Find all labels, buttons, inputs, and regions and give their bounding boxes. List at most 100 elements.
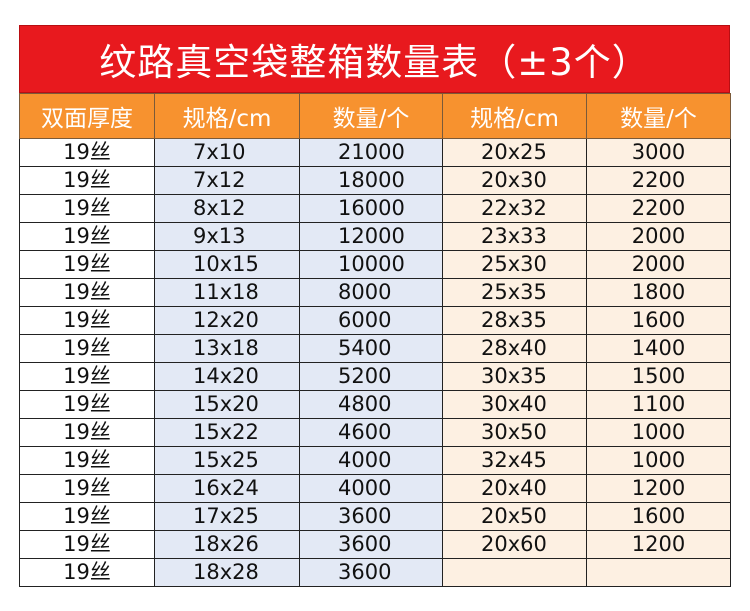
cell-thickness: 19丝 [19,306,155,335]
cell-spec1: 18x26 [154,530,300,559]
cell-spec2: 20x50 [442,502,587,531]
cell-qty2: 1800 [586,278,731,307]
cell-qty1: 3600 [299,530,443,559]
cell-thickness: 19丝 [19,334,155,363]
cell-spec1: 17x25 [154,502,300,531]
cell-spec1: 12x20 [154,306,300,335]
cell-qty2: 1500 [586,362,731,391]
cell-spec2: 20x40 [442,474,587,503]
table-row: 19丝 7x10 21000 20x25 3000 [19,138,731,167]
cell-thickness: 19丝 [19,474,155,503]
cell-thickness: 19丝 [19,390,155,419]
table-row: 19丝 14x20 5200 30x35 1500 [19,362,731,391]
quantity-table: 双面厚度 规格/cm 数量/个 规格/cm 数量/个 19丝 7x10 21000 2… [19,93,731,587]
cell-spec2: 28x35 [442,306,587,335]
cell-qty1: 4800 [299,390,443,419]
cell-qty1: 5400 [299,334,443,363]
cell-qty2: 1200 [586,530,731,559]
header-thickness: 双面厚度 [19,93,155,139]
cell-spec2: 30x40 [442,390,587,419]
cell-spec1: 14x20 [154,362,300,391]
cell-qty1: 21000 [299,138,443,167]
cell-qty1: 12000 [299,222,443,251]
cell-thickness: 19丝 [19,418,155,447]
cell-qty2: 1000 [586,418,731,447]
cell-spec1: 8x12 [154,194,300,223]
cell-qty2: 1100 [586,390,731,419]
cell-qty1: 6000 [299,306,443,335]
table-row: 19丝 15x22 4600 30x50 1000 [19,418,731,447]
header-qty-right: 数量/个 [586,93,731,139]
cell-thickness: 19丝 [19,222,155,251]
table-row: 19丝 18x26 3600 20x60 1200 [19,530,731,559]
cell-spec2: 20x60 [442,530,587,559]
cell-spec2: 32x45 [442,446,587,475]
cell-spec1: 10x15 [154,250,300,279]
cell-thickness: 19丝 [19,558,155,587]
table-row: 19丝 7x12 18000 20x30 2200 [19,166,731,195]
table-row: 19丝 16x24 4000 20x40 1200 [19,474,731,503]
cell-spec2: 28x40 [442,334,587,363]
table-row: 19丝 10x15 10000 25x30 2000 [19,250,731,279]
cell-thickness: 19丝 [19,166,155,195]
cell-qty1: 4000 [299,474,443,503]
header-spec-right: 规格/cm [442,93,587,139]
cell-qty1: 8000 [299,278,443,307]
cell-qty2 [586,558,731,587]
table-row: 19丝 13x18 5400 28x40 1400 [19,334,731,363]
cell-thickness: 19丝 [19,194,155,223]
cell-qty1: 10000 [299,250,443,279]
quantity-sheet: 纹路真空袋整箱数量表（±3个） 双面厚度 规格/cm 数量/个 规格/cm 数量… [19,25,731,587]
cell-thickness: 19丝 [19,138,155,167]
cell-qty1: 3600 [299,558,443,587]
cell-qty2: 1600 [586,306,731,335]
cell-spec1: 11x18 [154,278,300,307]
cell-spec1: 9x13 [154,222,300,251]
cell-qty2: 3000 [586,138,731,167]
cell-qty2: 1200 [586,474,731,503]
cell-spec2: 25x30 [442,250,587,279]
cell-spec2: 20x25 [442,138,587,167]
cell-spec2: 22x32 [442,194,587,223]
cell-thickness: 19丝 [19,278,155,307]
cell-qty1: 5200 [299,362,443,391]
cell-spec2: 30x50 [442,418,587,447]
cell-qty2: 1600 [586,502,731,531]
cell-spec2: 25x35 [442,278,587,307]
cell-qty2: 2200 [586,166,731,195]
cell-spec1: 16x24 [154,474,300,503]
cell-qty1: 16000 [299,194,443,223]
cell-spec1: 18x28 [154,558,300,587]
table-row: 19丝 9x13 12000 23x33 2000 [19,222,731,251]
table-title: 纹路真空袋整箱数量表（±3个） [19,25,730,93]
header-row: 双面厚度 规格/cm 数量/个 规格/cm 数量/个 [19,93,731,139]
cell-thickness: 19丝 [19,250,155,279]
cell-thickness: 19丝 [19,446,155,475]
cell-spec1: 7x10 [154,138,300,167]
cell-spec1: 15x25 [154,446,300,475]
cell-thickness: 19丝 [19,502,155,531]
cell-spec2: 23x33 [442,222,587,251]
cell-spec1: 13x18 [154,334,300,363]
cell-qty1: 3600 [299,502,443,531]
cell-qty2: 1000 [586,446,731,475]
cell-spec2: 20x30 [442,166,587,195]
table-row: 19丝 8x12 16000 22x32 2200 [19,194,731,223]
cell-qty1: 4000 [299,446,443,475]
cell-spec1: 7x12 [154,166,300,195]
cell-qty2: 2000 [586,222,731,251]
cell-qty2: 1400 [586,334,731,363]
cell-spec1: 15x22 [154,418,300,447]
table-row: 19丝 11x18 8000 25x35 1800 [19,278,731,307]
cell-qty2: 2000 [586,250,731,279]
table-row: 19丝 18x28 3600 [19,558,731,587]
cell-spec2: 30x35 [442,362,587,391]
cell-qty1: 18000 [299,166,443,195]
cell-qty2: 2200 [586,194,731,223]
cell-thickness: 19丝 [19,530,155,559]
cell-spec2 [442,558,587,587]
cell-thickness: 19丝 [19,362,155,391]
table-row: 19丝 15x20 4800 30x40 1100 [19,390,731,419]
header-spec-left: 规格/cm [154,93,300,139]
table-row: 19丝 15x25 4000 32x45 1000 [19,446,731,475]
